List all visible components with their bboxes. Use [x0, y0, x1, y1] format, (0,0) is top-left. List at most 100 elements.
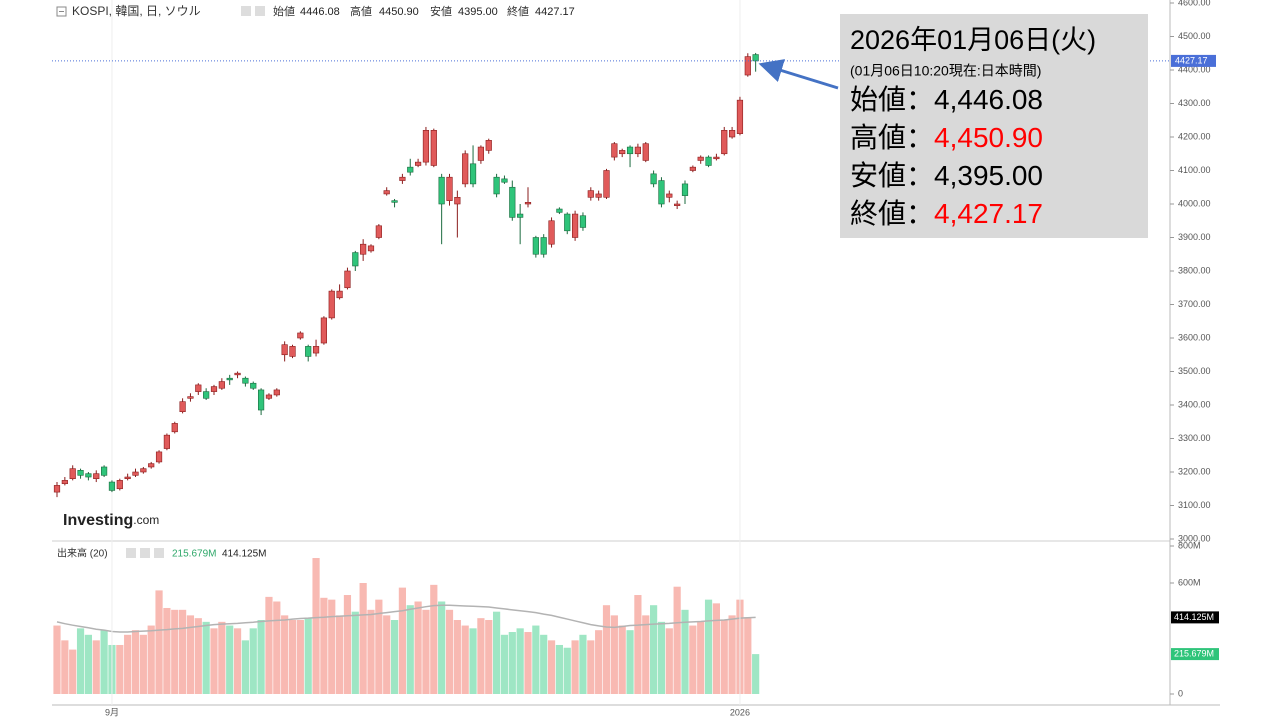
y-tick-label: 4100.00	[1178, 165, 1211, 175]
vol-settings-icon[interactable]	[126, 548, 136, 558]
y-tick-label: 4600.00	[1178, 0, 1211, 7]
candle-body	[681, 183, 689, 196]
volume-bar	[383, 615, 391, 694]
ma-tag	[1171, 611, 1219, 624]
y-tick-label: 3700.00	[1178, 299, 1211, 309]
candle-body	[273, 389, 280, 396]
y-tick-label: 3100.00	[1178, 500, 1211, 510]
ma-last: 414.125M	[222, 549, 266, 560]
annotation-row: 終値：4,427.17	[850, 198, 1043, 229]
volume-bar	[524, 632, 532, 694]
annotation-title: 2026年01月06日(火)	[850, 25, 1096, 55]
volume-bar	[532, 625, 540, 694]
collapse-icon[interactable]	[56, 6, 67, 17]
volume-bar	[351, 611, 359, 694]
refresh-icon[interactable]	[255, 6, 265, 16]
candle-body	[650, 173, 657, 185]
volume-bar	[100, 630, 108, 694]
volume-bar	[375, 599, 383, 694]
candle-body	[265, 394, 273, 399]
volume-bar	[500, 634, 509, 694]
header-value: 4446.08	[300, 6, 340, 18]
candle-body	[218, 381, 225, 389]
volume-bar	[171, 609, 179, 694]
candle-body	[234, 372, 241, 376]
volume-bar	[233, 628, 242, 694]
vol-refresh-icon[interactable]	[140, 548, 150, 558]
annotation-arrow	[758, 59, 839, 90]
ma-line	[56, 604, 756, 633]
volume-bar	[547, 640, 556, 694]
volume-bar	[493, 611, 501, 694]
volume-bar	[634, 595, 642, 694]
volume-bar	[163, 607, 171, 694]
volume-bar	[704, 599, 713, 694]
annotation-row: 安値：4,395.00	[850, 160, 1043, 191]
volume-bar	[359, 583, 367, 694]
candle-body	[658, 180, 665, 205]
candle-body	[462, 153, 469, 185]
candle-body	[352, 252, 359, 267]
candle-body	[564, 213, 571, 232]
volume-bar	[406, 605, 414, 694]
volume-bar	[226, 625, 234, 694]
candle-body	[469, 163, 477, 185]
header-value: 4427.17	[535, 6, 575, 18]
annotation-label: 高値：	[850, 122, 934, 153]
candle-body	[611, 143, 618, 158]
candle-body	[85, 473, 92, 478]
candle-body	[250, 382, 257, 389]
volume-bar	[155, 590, 163, 694]
candle-body	[430, 130, 437, 166]
volume-bar	[422, 609, 430, 694]
volume-bar	[288, 620, 297, 694]
candle-body	[391, 200, 398, 203]
candle-body	[736, 99, 744, 134]
annotation-value: 4,450.90	[934, 122, 1043, 153]
candle-body	[407, 166, 414, 173]
volume-bar	[477, 618, 485, 694]
y-tick-label: 3300.00	[1178, 433, 1211, 443]
annotation-value: 4,446.08	[934, 84, 1043, 115]
candle-body	[744, 56, 751, 76]
candle-body	[517, 213, 524, 218]
volume-bar	[265, 596, 273, 694]
y-tick-label: 800M	[1178, 540, 1201, 550]
candle-body	[674, 203, 681, 206]
volume-bar	[673, 586, 681, 694]
y-tick-label: 3500.00	[1178, 366, 1211, 376]
volume-bar	[398, 587, 406, 694]
candle-body	[540, 237, 547, 255]
candle-body	[493, 176, 500, 195]
volume-bar	[343, 595, 352, 694]
volume-bar	[147, 625, 155, 694]
header-value: 4450.90	[379, 6, 419, 18]
candle-body	[108, 481, 116, 491]
header-label: 高値	[350, 4, 372, 18]
volume-bar	[744, 617, 752, 694]
candle-body	[485, 140, 492, 151]
annotation-value: 4,395.00	[934, 160, 1043, 191]
volume-bar	[485, 620, 493, 694]
volume-bar	[650, 605, 658, 694]
candle-body	[242, 377, 249, 384]
candle-body	[132, 471, 139, 476]
volume-title: 出来高 (20)	[57, 547, 108, 560]
candle-body	[595, 193, 602, 198]
candle-body	[289, 346, 296, 357]
candle-body	[721, 130, 728, 155]
volume-bar	[202, 621, 210, 694]
y-tick-label: 3000.00	[1178, 533, 1211, 543]
settings-icon[interactable]	[241, 6, 251, 16]
vol-close-icon[interactable]	[154, 548, 164, 558]
candle-body	[399, 176, 406, 181]
header-label: 終値	[507, 4, 529, 18]
annotation-box	[840, 14, 1148, 238]
y-tick-label: 4000.00	[1178, 198, 1211, 208]
annotation-row: 高値：4,450.90	[850, 122, 1043, 153]
volume-bar	[312, 558, 320, 694]
candle-body	[281, 344, 288, 356]
candle-body	[148, 463, 155, 468]
candle-body	[422, 130, 430, 163]
volume-bar	[712, 603, 720, 694]
